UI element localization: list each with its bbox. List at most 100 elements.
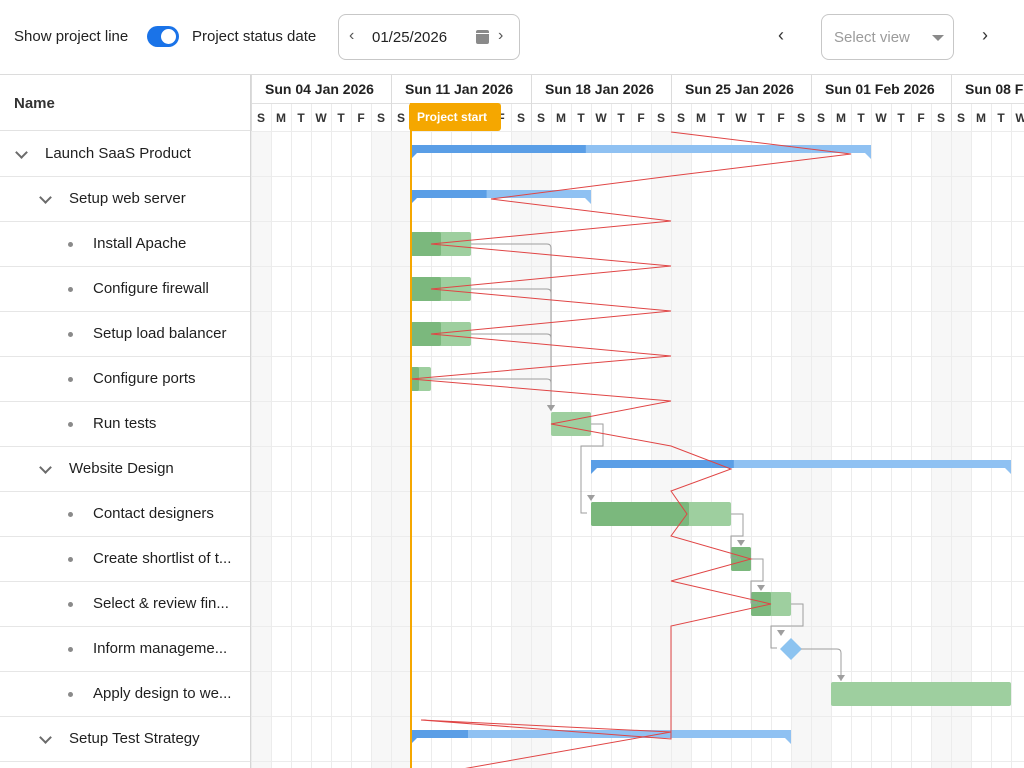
summary-cap-right [785,738,791,744]
chevron-left-icon[interactable]: ‹ [349,27,355,44]
toolbar: Show project line Project status date ‹ … [0,0,1024,74]
day-label: F [497,111,504,125]
summary-progress [411,190,487,198]
task-row[interactable]: Website Design [0,447,250,492]
bullet-icon [68,287,73,292]
status-date-label: Project status date [192,28,317,45]
task-row[interactable]: Setup load balancer [0,312,250,357]
task-name: Install Apache [93,235,187,252]
weekend-column [951,131,971,768]
summary-progress [411,730,468,738]
dependency-line [580,423,604,514]
task-name: Inform manageme... [93,640,228,657]
bullet-icon [68,557,73,562]
day-label: W [595,111,607,125]
day-label: W [315,111,327,125]
task-row[interactable]: Setup web server [0,177,250,222]
day-label: F [917,111,924,125]
name-column-header[interactable]: Name [0,75,250,131]
weekend-column [811,131,831,768]
task-row[interactable]: Setup Test Strategy [0,717,250,762]
project-start-badge [409,103,501,131]
dependency-arrow [587,495,595,501]
day-label: T [577,111,585,125]
day-label: M [556,111,566,125]
bullet-icon [68,602,73,607]
day-label: S [657,111,665,125]
timeline-next-icon[interactable]: › [982,25,988,45]
caret-down-icon [932,35,944,41]
summary-progress [591,460,734,468]
task-row[interactable]: Create shortlist of t... [0,537,250,582]
chevron-right-icon[interactable]: › [498,27,504,44]
task-bar [831,682,1011,706]
day-label: F [357,111,364,125]
chevron-down-icon[interactable] [15,146,28,159]
bullet-icon [68,647,73,652]
timeline-prev-icon[interactable]: ‹ [778,25,784,45]
day-label: S [797,111,805,125]
bullet-icon [68,512,73,517]
timeline-svg: Sun 04 Jan 2026 Sun 11 Jan 2026 Sun 18 Jan… [251,75,1024,768]
day-label: W [735,111,747,125]
status-date-value[interactable]: 01/25/2026 [372,29,448,46]
task-progress [411,322,441,346]
day-label: T [297,111,305,125]
summary-bar [591,460,1011,468]
dependency-arrow [737,540,745,546]
day-label: S [537,111,545,125]
week-label: Sun 08 Feb 2026 [965,81,1024,97]
summary-cap-left [411,198,417,204]
weekend-column [251,131,271,768]
calendar-icon[interactable] [476,30,489,44]
week-label: Sun 25 Jan 2026 [685,81,794,97]
summary-cap-right [865,153,871,159]
weekend-column [511,131,531,768]
day-label: S [377,111,385,125]
task-name: Contact designers [93,505,214,522]
task-name: Setup web server [69,190,186,207]
task-row[interactable]: Run tests [0,402,250,447]
week-label: Sun 04 Jan 2026 [265,81,374,97]
summary-bar [411,190,591,198]
task-row[interactable]: Contact designers [0,492,250,537]
day-label: W [875,111,887,125]
task-row[interactable]: Select & review fin... [0,582,250,627]
day-label: M [976,111,986,125]
chevron-down-icon[interactable] [39,731,52,744]
day-label: S [517,111,525,125]
gantt-chart: Name Launch SaaS Product Setup web server… [0,74,1024,768]
day-label: T [717,111,725,125]
summary-cap-right [585,198,591,204]
day-label: T [857,111,865,125]
task-progress [411,277,441,301]
task-row[interactable]: Configure ports [0,357,250,402]
view-select[interactable]: Select view [821,14,954,60]
show-project-line-label: Show project line [14,28,129,45]
chevron-down-icon[interactable] [39,461,52,474]
task-row[interactable]: Apply design to we... [0,672,250,717]
weekend-column [371,131,391,768]
day-label: S [937,111,945,125]
status-date-picker[interactable]: ‹ 01/25/2026 › [338,14,520,60]
task-name: Configure ports [93,370,196,387]
task-row[interactable]: Install Apache [0,222,250,267]
dependency-arrow [757,585,765,591]
task-row[interactable]: Launch SaaS Product [0,132,250,177]
summary-progress [411,145,586,153]
dependency-line [471,243,552,411]
task-name: Run tests [93,415,157,432]
dependency-arrow [837,675,845,681]
chevron-down-icon[interactable] [39,191,52,204]
weekend-column [651,131,671,768]
bullet-icon [68,377,73,382]
bullet-icon [68,332,73,337]
task-row[interactable]: Inform manageme... [0,627,250,672]
summary-cap-right [1005,468,1011,474]
dependency-line [801,648,842,681]
weekend-column [931,131,951,768]
project-line-toggle[interactable] [147,26,179,47]
task-name: Launch SaaS Product [45,145,191,162]
day-label: T [997,111,1005,125]
task-row[interactable]: Configure firewall [0,267,250,312]
